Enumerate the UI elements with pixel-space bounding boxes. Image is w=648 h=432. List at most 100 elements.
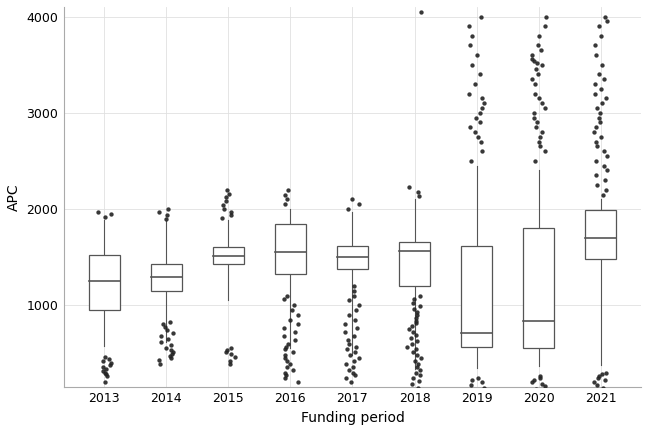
Point — [411, 331, 421, 338]
Point — [221, 349, 231, 356]
Point — [414, 193, 424, 200]
Point — [216, 214, 227, 221]
Point — [593, 375, 603, 382]
Point — [465, 124, 476, 130]
Y-axis label: APC: APC — [7, 183, 21, 211]
Point — [535, 375, 546, 382]
Point — [165, 341, 176, 348]
Point — [226, 345, 237, 352]
Point — [342, 346, 353, 353]
Point — [472, 133, 483, 140]
Point — [529, 109, 539, 116]
Point — [354, 355, 364, 362]
Point — [406, 340, 417, 347]
Point — [539, 23, 550, 30]
Point — [415, 292, 426, 299]
Point — [161, 344, 171, 351]
Point — [531, 385, 542, 392]
Point — [349, 333, 359, 340]
Point — [162, 211, 172, 218]
Point — [346, 379, 356, 386]
Point — [477, 379, 487, 386]
Point — [341, 360, 352, 367]
Point — [154, 208, 165, 215]
Point — [467, 32, 478, 39]
Point — [591, 138, 601, 145]
Point — [343, 297, 354, 304]
Point — [529, 90, 540, 97]
Point — [354, 201, 364, 208]
Bar — [585, 210, 616, 259]
Point — [281, 358, 292, 365]
Point — [594, 373, 604, 380]
Point — [472, 51, 482, 58]
Point — [155, 360, 165, 367]
Point — [411, 308, 422, 315]
Point — [412, 188, 422, 195]
Point — [410, 320, 421, 327]
Point — [599, 377, 610, 384]
Point — [470, 129, 480, 136]
Point — [478, 100, 489, 107]
Point — [226, 211, 236, 218]
Point — [408, 300, 418, 307]
Point — [473, 375, 483, 382]
Point — [412, 384, 422, 391]
Point — [529, 57, 539, 64]
Point — [340, 329, 351, 336]
Point — [537, 61, 547, 68]
Point — [154, 356, 165, 363]
Point — [406, 334, 417, 341]
Point — [475, 109, 485, 116]
Point — [408, 375, 418, 382]
Point — [279, 325, 290, 332]
Point — [540, 148, 550, 155]
Point — [530, 80, 540, 87]
Point — [540, 382, 550, 389]
Bar — [461, 245, 492, 346]
Point — [163, 335, 174, 342]
Point — [476, 138, 487, 145]
Point — [469, 80, 480, 87]
Point — [105, 361, 115, 368]
Point — [594, 71, 605, 78]
Point — [533, 71, 543, 78]
Point — [280, 346, 290, 353]
Point — [163, 206, 173, 213]
Point — [354, 302, 365, 308]
Point — [415, 8, 426, 15]
Point — [413, 360, 423, 367]
Point — [290, 329, 301, 336]
Point — [601, 369, 611, 376]
Point — [97, 358, 108, 365]
Point — [535, 143, 546, 150]
Point — [531, 59, 542, 66]
Point — [160, 324, 170, 331]
Point — [533, 95, 544, 102]
Point — [598, 384, 608, 391]
Point — [597, 61, 607, 68]
Point — [284, 316, 295, 323]
Point — [415, 366, 426, 373]
Point — [283, 196, 293, 203]
Point — [350, 372, 360, 379]
Point — [406, 323, 417, 330]
Bar — [399, 241, 430, 286]
Point — [281, 372, 292, 379]
Point — [537, 129, 548, 136]
Point — [343, 206, 354, 213]
Bar — [275, 224, 306, 274]
Point — [602, 167, 612, 174]
Point — [591, 157, 601, 164]
Point — [106, 210, 116, 217]
Point — [165, 318, 176, 325]
Point — [402, 343, 413, 350]
Point — [279, 201, 290, 208]
Point — [102, 373, 113, 380]
Point — [353, 325, 363, 332]
Point — [534, 32, 544, 39]
Point — [292, 311, 303, 318]
Point — [226, 208, 236, 215]
Point — [279, 191, 290, 198]
Point — [535, 373, 545, 380]
